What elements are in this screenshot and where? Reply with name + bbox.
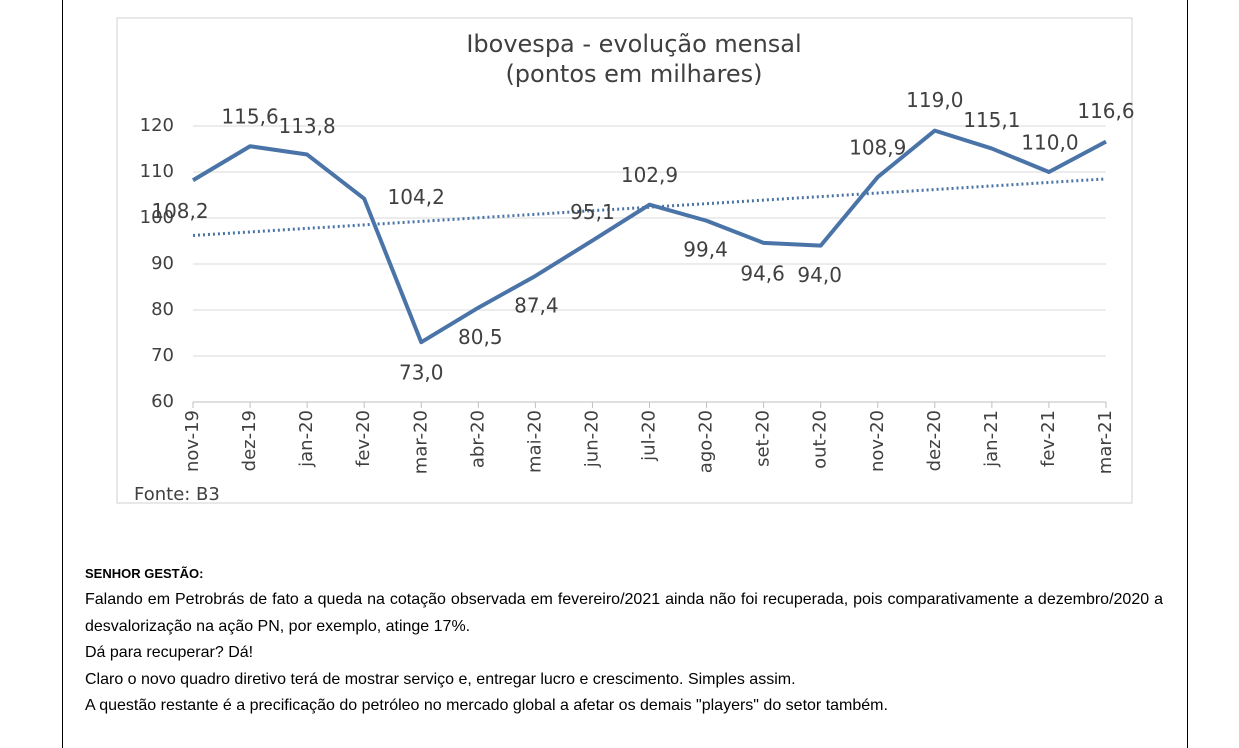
x-tick-label: mai-20 (524, 410, 545, 473)
data-label: 104,2 (388, 185, 445, 209)
x-tick-label: nov-20 (867, 410, 888, 472)
data-label: 73,0 (399, 361, 444, 385)
x-tick-label: jun-20 (581, 410, 602, 468)
x-tick-label: nov-19 (182, 410, 203, 472)
paragraph: A questão restante é a precificação do p… (85, 697, 888, 715)
data-label: 87,4 (514, 293, 559, 317)
x-tick-label: mar-20 (410, 410, 431, 474)
source-note: Fonte: B3 (134, 484, 220, 505)
x-tick-label: dez-19 (239, 410, 260, 471)
text-section: SENHOR GESTÃO: Falando em Petrobrás de f… (85, 566, 1163, 720)
document-frame (62, 0, 1188, 748)
x-tick-label: jan-20 (296, 410, 317, 468)
data-label: 95,1 (570, 200, 615, 224)
data-label: 94,6 (740, 261, 785, 285)
data-label: 108,9 (849, 136, 906, 160)
chart-subtitle: (pontos em milhares) (505, 60, 762, 88)
chart: Ibovespa - evolução mensal (pontos em mi… (116, 17, 1135, 505)
x-tick-label: out-20 (810, 410, 831, 469)
data-label: 94,0 (797, 263, 842, 287)
x-tick-label: abr-20 (467, 410, 488, 468)
paragraph: Dá para recuperar? Dá! (85, 644, 254, 662)
x-tick-label: fev-20 (353, 410, 374, 467)
chart-title: Ibovespa - evolução mensal (466, 30, 801, 58)
data-label: 99,4 (683, 237, 728, 261)
x-tick-label: set-20 (753, 410, 774, 467)
y-tick-label: 90 (151, 253, 174, 274)
y-tick-label: 100 (140, 207, 174, 228)
y-tick-label: 110 (140, 161, 174, 182)
data-label: 113,8 (278, 114, 335, 138)
data-label: 119,0 (906, 88, 963, 112)
x-tick-label: mar-21 (1095, 410, 1116, 474)
data-label: 115,6 (221, 105, 278, 129)
data-label: 102,9 (621, 163, 678, 187)
data-line (191, 128, 1107, 345)
paragraph: Claro o novo quadro diretivo terá de mos… (85, 670, 796, 688)
data-label: 108,2 (151, 199, 208, 223)
x-tick-label: dez-20 (924, 410, 945, 471)
data-label: 80,5 (458, 325, 503, 349)
x-tick-label: fev-21 (1038, 410, 1059, 467)
y-tick-label: 70 (151, 345, 174, 366)
y-tick-label: 60 (151, 391, 174, 412)
paragraph: Falando em Petrobrás de fato a queda na … (85, 591, 1163, 635)
x-tick-label: jul-20 (639, 410, 660, 462)
x-tick-label: ago-20 (696, 410, 717, 473)
data-label: 115,1 (963, 108, 1020, 132)
y-tick-label: 120 (140, 115, 174, 136)
data-label: 116,6 (1077, 99, 1134, 123)
y-tick-label: 80 (151, 299, 174, 320)
data-label: 110,0 (1021, 131, 1078, 155)
section-heading: SENHOR GESTÃO: (85, 566, 204, 581)
x-tick-label: jan-21 (981, 410, 1002, 468)
chart-frame (116, 17, 1133, 504)
